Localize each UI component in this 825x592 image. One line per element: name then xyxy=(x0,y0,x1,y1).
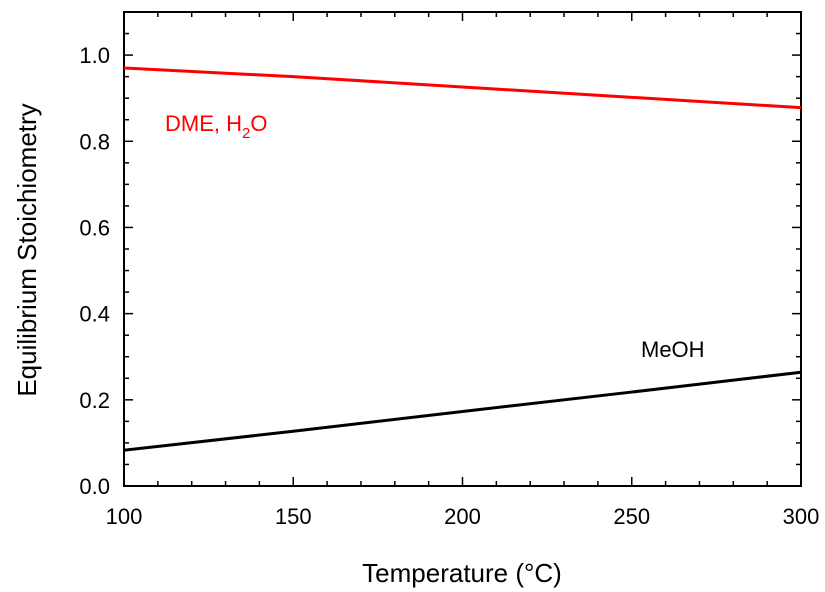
series-layer xyxy=(123,66,802,452)
x-axis-title: Temperature (°C) xyxy=(362,558,562,588)
y-axis-title: Equilibrium Stoichiometry xyxy=(12,103,42,396)
y-tick-label: 0.8 xyxy=(79,129,110,154)
y-tick-label: 0.2 xyxy=(79,388,110,413)
x-tick-label: 100 xyxy=(106,504,143,529)
x-axis: 100 150 200 250 300 xyxy=(106,12,820,529)
plot-border xyxy=(123,11,802,487)
x-tick-label: 300 xyxy=(783,504,820,529)
x-tick-label: 250 xyxy=(613,504,650,529)
y-tick-label: 1.0 xyxy=(79,43,110,68)
x-tick-label: 150 xyxy=(275,504,312,529)
series-line-dme-h2o xyxy=(123,66,802,110)
series-label-meoh: MeOH xyxy=(641,337,705,362)
y-tick-label: 0.4 xyxy=(79,302,110,327)
series-label-dme-h2o: DME, H2O xyxy=(165,111,267,142)
y-axis: 0.0 0.2 0.4 0.6 0.8 1.0 xyxy=(79,11,801,499)
plot-frame xyxy=(123,11,802,487)
x-tick-label: 200 xyxy=(444,504,481,529)
y-tick-label: 0.0 xyxy=(79,474,110,499)
series-line-meoh xyxy=(123,370,802,452)
y-tick-label: 0.6 xyxy=(79,215,110,240)
